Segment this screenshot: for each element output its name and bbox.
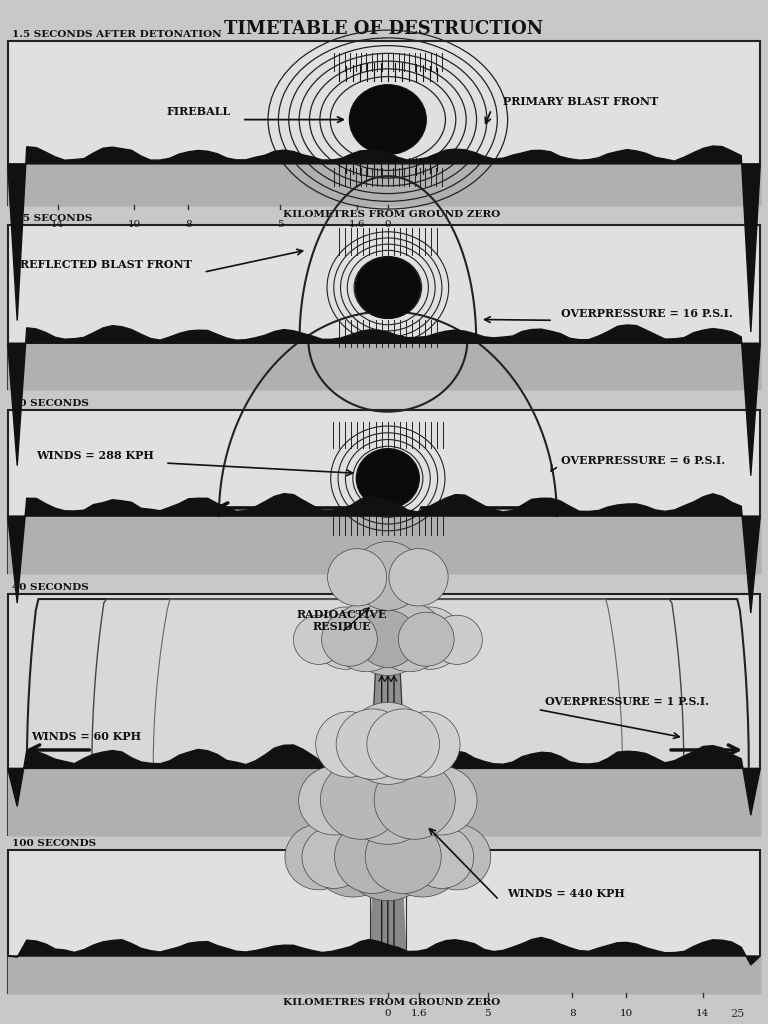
Text: 10: 10 [127, 220, 141, 229]
Ellipse shape [423, 824, 491, 890]
Text: 10: 10 [619, 1009, 633, 1018]
Text: 1.6: 1.6 [410, 1009, 427, 1018]
FancyBboxPatch shape [8, 850, 760, 993]
Ellipse shape [392, 712, 460, 777]
Ellipse shape [409, 826, 474, 889]
Text: 14: 14 [696, 1009, 710, 1018]
Ellipse shape [335, 819, 410, 893]
Polygon shape [8, 745, 760, 815]
Ellipse shape [313, 607, 378, 670]
Polygon shape [8, 164, 760, 205]
Ellipse shape [322, 612, 377, 667]
Text: 8: 8 [185, 220, 191, 229]
Text: 40 SECONDS: 40 SECONDS [12, 583, 88, 592]
Ellipse shape [331, 603, 402, 672]
Text: 100 SECONDS: 100 SECONDS [12, 839, 96, 848]
Polygon shape [370, 871, 406, 953]
Ellipse shape [432, 615, 482, 665]
Polygon shape [8, 325, 760, 475]
Text: 1.5 SECONDS AFTER DETONATION: 1.5 SECONDS AFTER DETONATION [12, 30, 221, 39]
Text: 5: 5 [277, 220, 283, 229]
Text: OVERPRESSURE = 6 P.S.I.: OVERPRESSURE = 6 P.S.I. [561, 455, 725, 466]
Ellipse shape [399, 612, 454, 667]
Polygon shape [8, 343, 760, 389]
Ellipse shape [380, 815, 465, 897]
Ellipse shape [355, 257, 421, 318]
Ellipse shape [349, 85, 426, 155]
Text: KILOMETRES FROM GROUND ZERO: KILOMETRES FROM GROUND ZERO [283, 210, 500, 219]
Text: 8: 8 [569, 1009, 575, 1018]
Ellipse shape [347, 597, 429, 676]
Ellipse shape [353, 542, 423, 610]
Ellipse shape [406, 766, 477, 835]
Polygon shape [8, 146, 760, 332]
Ellipse shape [367, 709, 439, 779]
Ellipse shape [302, 826, 366, 889]
Text: WINDS = 60 KPH: WINDS = 60 KPH [31, 731, 141, 741]
Polygon shape [371, 662, 405, 763]
FancyBboxPatch shape [8, 410, 760, 573]
Ellipse shape [374, 603, 445, 672]
Ellipse shape [320, 761, 402, 840]
FancyBboxPatch shape [8, 41, 760, 205]
Ellipse shape [341, 811, 435, 901]
Ellipse shape [299, 766, 369, 835]
Text: KILOMETRES FROM GROUND ZERO: KILOMETRES FROM GROUND ZERO [283, 998, 500, 1008]
Polygon shape [8, 768, 760, 835]
FancyBboxPatch shape [8, 594, 760, 835]
Text: 0: 0 [385, 220, 391, 229]
Text: 10 SECONDS: 10 SECONDS [12, 398, 88, 408]
Ellipse shape [358, 610, 418, 668]
Text: 14: 14 [51, 220, 65, 229]
Text: 0: 0 [385, 1009, 391, 1018]
Polygon shape [8, 516, 760, 573]
Text: OVERPRESSURE = 1 P.S.I.: OVERPRESSURE = 1 P.S.I. [545, 696, 710, 707]
Ellipse shape [341, 754, 435, 844]
Text: TIMETABLE OF DESTRUCTION: TIMETABLE OF DESTRUCTION [224, 20, 544, 39]
Text: WINDS = 440 KPH: WINDS = 440 KPH [507, 888, 624, 899]
Text: 25: 25 [730, 1009, 745, 1019]
Text: 1.6: 1.6 [349, 220, 366, 229]
Text: REFLECTED BLAST FRONT: REFLECTED BLAST FRONT [20, 259, 192, 270]
Ellipse shape [285, 824, 353, 890]
FancyBboxPatch shape [8, 225, 760, 389]
Ellipse shape [336, 709, 409, 779]
Polygon shape [8, 956, 760, 993]
Text: 5: 5 [485, 1009, 491, 1018]
Text: OVERPRESSURE = 16 P.S.I.: OVERPRESSURE = 16 P.S.I. [561, 307, 733, 318]
Ellipse shape [366, 819, 442, 893]
Ellipse shape [374, 761, 455, 840]
Ellipse shape [316, 712, 383, 777]
Text: PRIMARY BLAST FRONT: PRIMARY BLAST FRONT [503, 96, 658, 108]
Ellipse shape [356, 449, 419, 508]
Ellipse shape [327, 549, 386, 606]
Ellipse shape [311, 815, 396, 897]
Text: RADIOACTIVE
RESIDUE: RADIOACTIVE RESIDUE [296, 608, 387, 633]
Ellipse shape [293, 615, 344, 665]
Text: WINDS = 288 KPH: WINDS = 288 KPH [36, 450, 154, 461]
Polygon shape [8, 494, 760, 613]
Ellipse shape [398, 607, 462, 670]
Ellipse shape [389, 549, 449, 606]
Polygon shape [8, 938, 760, 965]
Ellipse shape [346, 702, 430, 784]
Text: 4.5 SECONDS: 4.5 SECONDS [12, 214, 92, 223]
Text: FIREBALL: FIREBALL [166, 105, 230, 117]
